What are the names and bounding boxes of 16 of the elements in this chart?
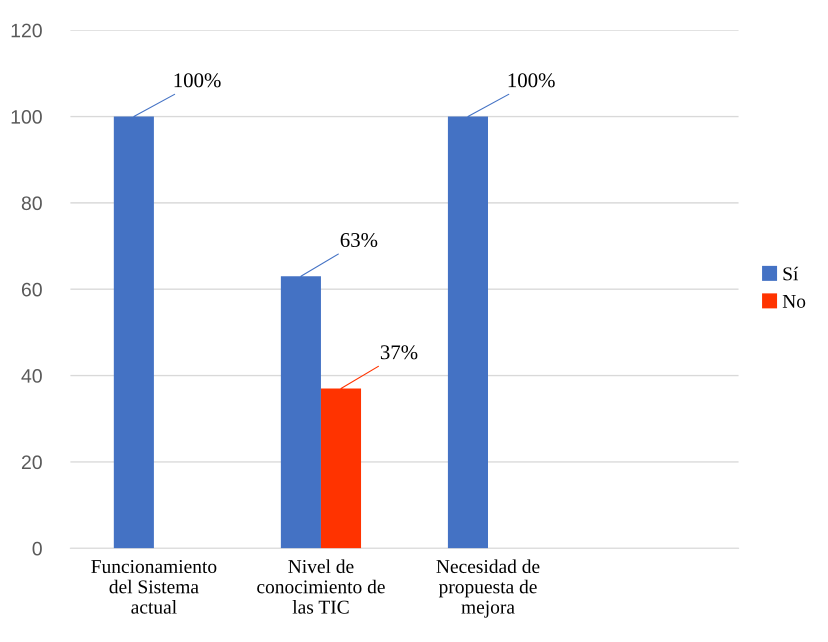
legend-label: Sí bbox=[784, 266, 798, 280]
data-label: 37% bbox=[380, 345, 418, 360]
data-label: 100% bbox=[508, 73, 555, 88]
y-tick-label: 80 bbox=[22, 196, 42, 210]
x-tick-label: Nivel de conocimiento de las TIC bbox=[257, 559, 385, 614]
x-tick-label: Necesidad de propuesta de mejora bbox=[436, 559, 540, 618]
x-tick-label: Funcionamiento del Sistema actual bbox=[91, 560, 216, 614]
y-tick-label: 120 bbox=[12, 24, 42, 38]
y-tick-label: 60 bbox=[22, 282, 42, 296]
y-tick-label: 100 bbox=[12, 110, 42, 124]
y-tick-label: 40 bbox=[21, 369, 42, 383]
data-label: 63% bbox=[340, 232, 378, 248]
legend-label: No bbox=[782, 294, 806, 308]
y-tick-label: 20 bbox=[22, 455, 42, 470]
y-tick-label: 0 bbox=[32, 542, 42, 556]
data-label: 100% bbox=[174, 73, 221, 88]
